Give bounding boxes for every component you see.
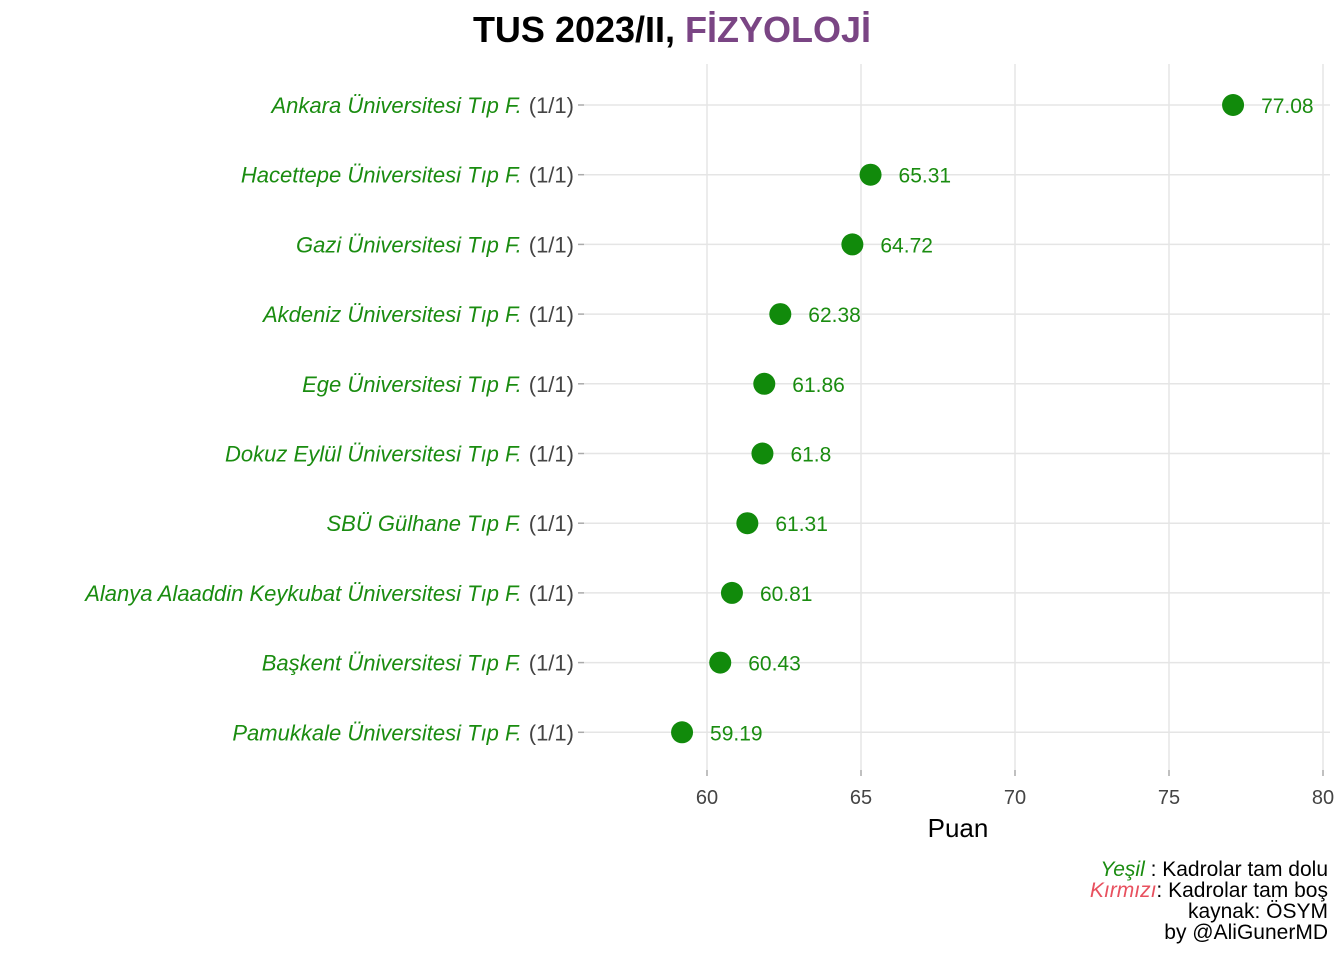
caption-red-line: Kırmızı: Kadrolar tam boş xyxy=(1090,879,1328,902)
x-tick-label: 65 xyxy=(850,787,872,809)
y-tick-label-name: Başkent Üniversitesi Tıp F. xyxy=(262,651,522,676)
rows: Ankara Üniversitesi Tıp F. (1/1) 77.08 Hace… xyxy=(83,93,1330,745)
row: Akdeniz Üniversitesi Tıp F. (1/1) 62.38 xyxy=(261,302,1330,327)
y-tick-label: Gazi Üniversitesi Tıp F. (1/1) xyxy=(296,232,574,257)
y-tick-label: Başkent Üniversitesi Tıp F. (1/1) xyxy=(262,651,574,676)
data-label: 77.08 xyxy=(1261,95,1314,118)
y-tick-label-name: Gazi Üniversitesi Tıp F. xyxy=(296,232,522,257)
y-tick-label-name: Akdeniz Üniversitesi Tıp F. xyxy=(261,302,522,327)
y-tick-label: Dokuz Eylül Üniversitesi Tıp F. (1/1) xyxy=(225,442,574,467)
data-point xyxy=(709,651,732,674)
data-point xyxy=(753,372,776,395)
x-tick-label: 60 xyxy=(696,787,718,809)
data-label: 61.31 xyxy=(775,513,828,536)
data-label: 59.19 xyxy=(710,722,763,745)
y-tick-label: Ege Üniversitesi Tıp F. (1/1) xyxy=(302,372,574,397)
x-axis: 60 65 70 75 80 xyxy=(696,770,1334,809)
chart-title: TUS 2023/II, FİZYOLOJİ xyxy=(473,9,871,50)
x-tick-label: 75 xyxy=(1158,787,1180,809)
row: Dokuz Eylül Üniversitesi Tıp F. (1/1) 61.8 xyxy=(225,442,1330,467)
data-label: 64.72 xyxy=(880,234,933,257)
caption-green-text: : Kadrolar tam dolu xyxy=(1145,858,1328,881)
data-label: 60.81 xyxy=(760,583,813,606)
y-tick-label-name: Hacettepe Üniversitesi Tıp F. xyxy=(241,163,522,188)
data-point xyxy=(736,512,759,535)
caption-source: kaynak: ÖSYM xyxy=(1188,900,1328,923)
x-tick-label: 70 xyxy=(1004,787,1026,809)
caption-author: by @AliGunerMD xyxy=(1164,921,1328,944)
row: SBÜ Gülhane Tıp F. (1/1) 61.31 xyxy=(327,511,1330,536)
y-tick-label-name: Ankara Üniversitesi Tıp F. xyxy=(270,93,522,118)
row: Başkent Üniversitesi Tıp F. (1/1) 60.43 xyxy=(262,651,1330,676)
caption-red-word: Kırmızı xyxy=(1090,879,1157,902)
y-tick-label-name: Dokuz Eylül Üniversitesi Tıp F. xyxy=(225,442,522,467)
y-tick-label-count: (1/1) xyxy=(529,651,574,676)
y-tick-label-name: Alanya Alaaddin Keykubat Üniversitesi Tı… xyxy=(83,581,522,606)
row: Pamukkale Üniversitesi Tıp F. (1/1) 59.19 xyxy=(232,720,1330,745)
x-axis-title: Puan xyxy=(928,813,989,843)
caption: Yeşil : Kadrolar tam dolu Kırmızı: Kadro… xyxy=(1090,858,1328,944)
y-tick-label: Pamukkale Üniversitesi Tıp F. (1/1) xyxy=(232,720,574,745)
data-point xyxy=(720,581,743,604)
row: Ankara Üniversitesi Tıp F. (1/1) 77.08 xyxy=(270,93,1330,118)
row: Ege Üniversitesi Tıp F. (1/1) 61.86 xyxy=(302,372,1330,397)
y-tick-label-count: (1/1) xyxy=(529,372,574,397)
y-tick-label-count: (1/1) xyxy=(529,302,574,327)
data-label: 60.43 xyxy=(748,653,801,676)
caption-red-text: : Kadrolar tam boş xyxy=(1156,879,1328,902)
data-point xyxy=(841,233,864,256)
row: Hacettepe Üniversitesi Tıp F. (1/1) 65.31 xyxy=(241,163,1330,188)
data-point xyxy=(751,442,774,465)
y-tick-label-count: (1/1) xyxy=(529,442,574,467)
y-tick-label-name: SBÜ Gülhane Tıp F. xyxy=(327,511,522,536)
y-tick-label-count: (1/1) xyxy=(529,163,574,188)
y-tick-label: SBÜ Gülhane Tıp F. (1/1) xyxy=(327,511,575,536)
y-tick-label: Alanya Alaaddin Keykubat Üniversitesi Tı… xyxy=(83,581,574,606)
y-tick-label: Akdeniz Üniversitesi Tıp F. (1/1) xyxy=(261,302,574,327)
data-label: 61.8 xyxy=(790,444,831,467)
data-label: 62.38 xyxy=(808,304,861,327)
y-tick-label-name: Pamukkale Üniversitesi Tıp F. xyxy=(232,720,521,745)
y-tick-label-name: Ege Üniversitesi Tıp F. xyxy=(302,372,522,397)
data-point xyxy=(769,303,792,326)
y-tick-label-count: (1/1) xyxy=(529,581,574,606)
y-tick-label-count: (1/1) xyxy=(529,720,574,745)
data-point xyxy=(859,163,882,186)
y-tick-label: Ankara Üniversitesi Tıp F. (1/1) xyxy=(270,93,575,118)
grid xyxy=(706,64,1324,770)
chart-title-main: TUS 2023/II, xyxy=(473,9,685,50)
y-tick-label: Hacettepe Üniversitesi Tıp F. (1/1) xyxy=(241,163,574,188)
caption-green-word: Yeşil xyxy=(1100,858,1146,881)
row: Alanya Alaaddin Keykubat Üniversitesi Tı… xyxy=(83,581,1330,606)
data-label: 61.86 xyxy=(792,374,845,397)
data-label: 65.31 xyxy=(899,165,952,188)
x-tick-label: 80 xyxy=(1312,787,1334,809)
data-point xyxy=(671,721,694,744)
chart-title-accent: FİZYOLOJİ xyxy=(685,9,871,50)
y-tick-label-count: (1/1) xyxy=(529,232,574,257)
y-tick-label-count: (1/1) xyxy=(529,93,574,118)
data-point xyxy=(1222,94,1245,116)
y-tick-label-count: (1/1) xyxy=(529,511,574,536)
row: Gazi Üniversitesi Tıp F. (1/1) 64.72 xyxy=(296,232,1330,257)
caption-green-line: Yeşil : Kadrolar tam dolu xyxy=(1100,858,1328,881)
